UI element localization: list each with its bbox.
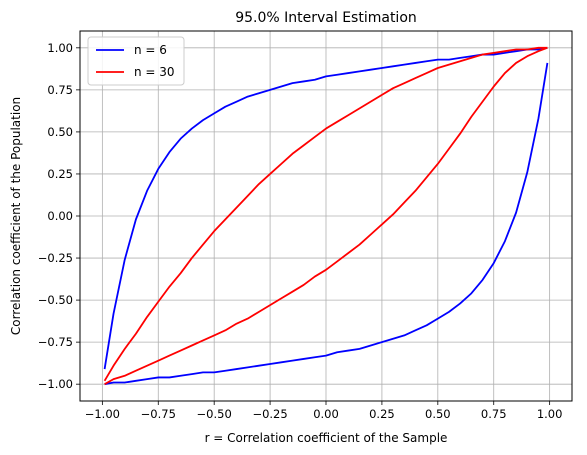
y-tick-label: −0.50 <box>38 293 73 307</box>
legend: n = 6 n = 30 <box>87 36 185 86</box>
x-tick-label: 0.75 <box>481 407 507 421</box>
y-tick-label: 1.00 <box>47 41 73 55</box>
x-tick-label: 0.25 <box>369 407 395 421</box>
y-tick-label: −0.75 <box>38 335 73 349</box>
x-tick-label: −0.25 <box>252 407 287 421</box>
series-n30-upper-line <box>103 46 548 382</box>
y-tick-label: −1.00 <box>38 377 73 391</box>
y-axis-title: Correlation coefficient of the Populatio… <box>9 97 23 335</box>
axis-ticks: −1.00 −0.75 −0.50 −0.25 0.00 0.25 0.50 0.75 1.00… <box>38 41 563 421</box>
y-tick-label: 0.00 <box>47 209 73 223</box>
legend-box <box>87 36 185 86</box>
x-tick-label: −1.00 <box>85 407 120 421</box>
series-n6-lower-line <box>104 62 549 386</box>
x-tick-label: −0.75 <box>141 407 176 421</box>
series-n30-lower-line <box>104 46 548 385</box>
series-lines <box>103 46 549 386</box>
y-tick-label: −0.25 <box>38 251 73 265</box>
legend-label-n6: n = 6 <box>134 43 167 57</box>
x-tick-label: 1.00 <box>537 407 563 421</box>
grid-lines <box>80 31 572 401</box>
legend-label-n30: n = 30 <box>134 65 175 79</box>
x-tick-label: 0.50 <box>425 407 451 421</box>
y-tick-label: 0.25 <box>47 167 73 181</box>
chart-title: 95.0% Interval Estimation <box>235 10 417 26</box>
x-tick-label: −0.50 <box>197 407 232 421</box>
y-tick-label: 0.50 <box>47 125 73 139</box>
x-axis-title: r = Correlation coefficient of the Sampl… <box>205 431 448 445</box>
series-n6-upper-line <box>103 46 548 370</box>
y-tick-label: 0.75 <box>47 83 73 97</box>
x-tick-label: 0.00 <box>313 407 339 421</box>
